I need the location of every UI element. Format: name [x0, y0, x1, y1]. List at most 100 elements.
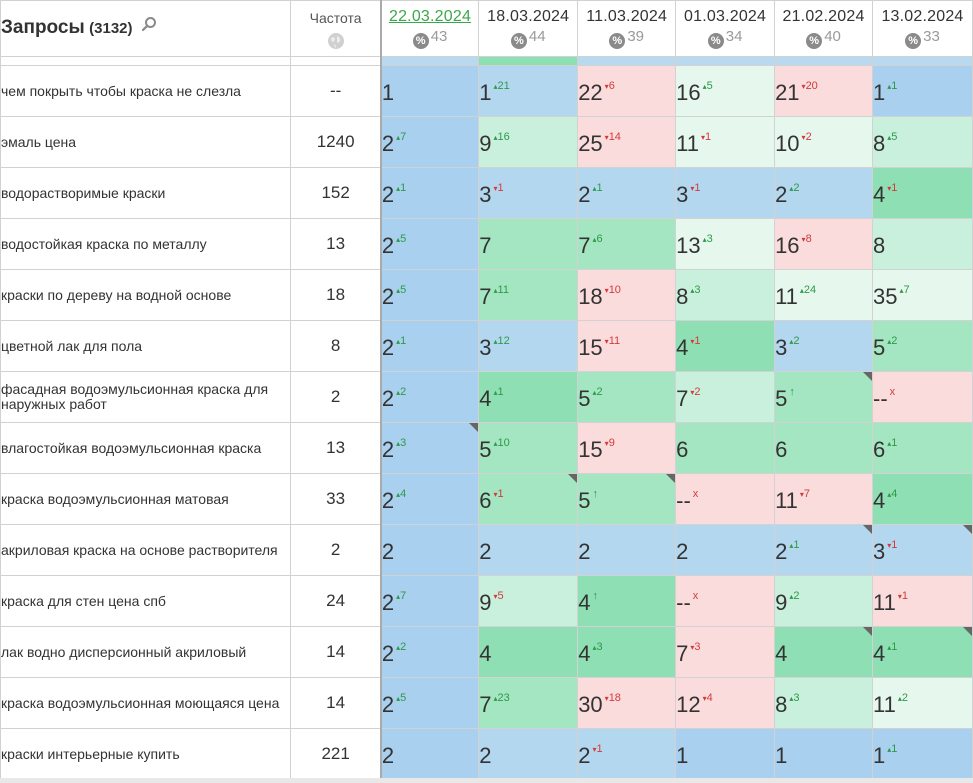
date-header-6[interactable]: 13.02.2024 % 33	[872, 0, 973, 57]
position-cell[interactable]: 8	[872, 218, 973, 270]
percent-icon[interactable]: %	[412, 33, 429, 49]
query-text[interactable]: краска для стен цена спб	[0, 575, 292, 627]
date-label[interactable]: 22.03.2024	[388, 8, 472, 25]
position-cell[interactable]: 30 ▾18	[577, 677, 677, 729]
position-cell[interactable]: 1 ▴21	[478, 65, 579, 117]
position-cell[interactable]: 4 ▾1	[872, 167, 973, 219]
percent-icon[interactable]: %	[510, 33, 527, 49]
position-cell[interactable]: 1	[675, 728, 776, 780]
position-cell[interactable]: 9 ▴2	[774, 575, 873, 627]
position-cell[interactable]: 2 ▴1	[379, 167, 480, 219]
position-cell[interactable]: 8 ▴5	[872, 116, 973, 168]
position-cell[interactable]: 10 ▾2	[774, 116, 873, 168]
position-cell[interactable]: 21 ▾20	[774, 65, 873, 117]
position-cell[interactable]: 2 ▴2	[379, 626, 480, 678]
position-cell[interactable]: 2 ▴5	[379, 218, 480, 270]
position-cell[interactable]: 4 ↑	[577, 575, 677, 627]
position-cell[interactable]: 1 ▴1	[872, 728, 973, 780]
position-cell[interactable]: 9 ▴16	[478, 116, 579, 168]
percent-icon[interactable]: %	[806, 33, 823, 49]
position-cell[interactable]: 13 ▴3	[675, 218, 776, 270]
position-cell[interactable]: 4 ▾1	[675, 320, 776, 372]
position-cell[interactable]: 9 ▾5	[478, 575, 579, 627]
position-cell[interactable]: 5 ▴2	[872, 320, 973, 372]
position-cell[interactable]: 2 ▴3	[379, 422, 480, 474]
position-cell[interactable]: 3 ▴12	[478, 320, 579, 372]
position-cell[interactable]: 2 ▴1	[379, 320, 480, 372]
note-corner-icon[interactable]	[963, 525, 972, 534]
percent-icon[interactable]: %	[609, 33, 626, 49]
query-text[interactable]: эмаль цена	[0, 116, 292, 168]
date-header-1[interactable]: 22.03.2024 % 43	[379, 0, 480, 57]
percent-icon[interactable]: %	[905, 33, 922, 49]
position-cell[interactable]: 2	[478, 524, 579, 576]
query-text[interactable]: водостойкая краска по металлу	[0, 218, 292, 270]
position-cell[interactable]: 11 ▾7	[774, 473, 873, 525]
note-corner-icon[interactable]	[863, 627, 872, 636]
query-text[interactable]: акриловая краска на основе растворителя	[0, 524, 292, 576]
date-label[interactable]: 21.02.2024	[782, 8, 865, 25]
queries-header[interactable]: Запросы (3132)	[0, 0, 292, 57]
position-cell[interactable]: 3 ▴2	[774, 320, 873, 372]
note-corner-icon[interactable]	[469, 423, 478, 432]
position-cell[interactable]: 7 ▴23	[478, 677, 579, 729]
globe-icon[interactable]	[327, 32, 345, 50]
note-corner-icon[interactable]	[963, 627, 972, 636]
query-text[interactable]: цветной лак для пола	[0, 320, 292, 372]
position-cell[interactable]: 2 ▴1	[577, 167, 677, 219]
position-cell[interactable]: 5 ↑	[774, 371, 873, 423]
date-header-3[interactable]: 11.03.2024 % 39	[577, 0, 677, 57]
position-cell[interactable]: 7 ▾3	[675, 626, 776, 678]
note-corner-icon[interactable]	[863, 525, 872, 534]
note-corner-icon[interactable]	[568, 474, 577, 483]
query-text[interactable]: влагостойкая водоэмульсионная краска	[0, 422, 292, 474]
position-cell[interactable]: 2 ▴7	[379, 575, 480, 627]
position-cell[interactable]: 5 ▴10	[478, 422, 579, 474]
position-cell[interactable]: 3 ▾1	[675, 167, 776, 219]
position-cell[interactable]: 22 ▾6	[577, 65, 677, 117]
position-cell[interactable]: 2	[379, 524, 480, 576]
position-cell[interactable]: 4 ▴3	[577, 626, 677, 678]
note-corner-icon[interactable]	[863, 372, 872, 381]
position-cell[interactable]: 4 ▴1	[478, 371, 579, 423]
position-cell[interactable]: 2	[577, 524, 677, 576]
date-header-5[interactable]: 21.02.2024 % 40	[774, 0, 873, 57]
position-cell[interactable]: 4 ▴4	[872, 473, 973, 525]
position-cell[interactable]: 1	[379, 65, 480, 117]
position-cell[interactable]: 11 ▾1	[675, 116, 776, 168]
position-cell[interactable]: 6	[675, 422, 776, 474]
date-label[interactable]: 01.03.2024	[684, 8, 767, 25]
position-cell[interactable]: 2 ▴5	[379, 677, 480, 729]
position-cell[interactable]: 2 ▴2	[774, 167, 873, 219]
position-cell[interactable]: 12 ▾4	[675, 677, 776, 729]
query-text[interactable]: краска водоэмульсионная моющаяся цена	[0, 677, 292, 729]
position-cell[interactable]: 5 ↑	[577, 473, 677, 525]
query-text[interactable]: фасадная водоэмульсионная краска для нар…	[0, 371, 292, 423]
position-cell[interactable]: 7 ▾2	[675, 371, 776, 423]
position-cell[interactable]: 16 ▾8	[774, 218, 873, 270]
query-text[interactable]: краска водоэмульсионная матовая	[0, 473, 292, 525]
position-cell[interactable]: 25 ▾14	[577, 116, 677, 168]
position-cell[interactable]: 18 ▾10	[577, 269, 677, 321]
position-cell[interactable]: 1	[774, 728, 873, 780]
position-cell[interactable]: 7 ▴11	[478, 269, 579, 321]
position-cell[interactable]: 6	[774, 422, 873, 474]
position-cell[interactable]: 15 ▾9	[577, 422, 677, 474]
query-text[interactable]: краски интерьерные купить	[0, 728, 292, 780]
position-cell[interactable]: 2 ▴1	[774, 524, 873, 576]
position-cell[interactable]: 2 ▴5	[379, 269, 480, 321]
date-header-2[interactable]: 18.03.2024 % 44	[478, 0, 579, 57]
position-cell[interactable]: 6 ▴1	[872, 422, 973, 474]
position-cell[interactable]: 7	[478, 218, 579, 270]
position-cell[interactable]: 2	[675, 524, 776, 576]
position-cell[interactable]: 35 ▴7	[872, 269, 973, 321]
search-icon[interactable]	[141, 16, 157, 37]
query-text[interactable]: краски по дереву на водной основе	[0, 269, 292, 321]
position-cell[interactable]: 3 ▾1	[872, 524, 973, 576]
position-cell[interactable]: 5 ▴2	[577, 371, 677, 423]
date-header-4[interactable]: 01.03.2024 % 34	[675, 0, 776, 57]
position-cell[interactable]: 15 ▾11	[577, 320, 677, 372]
position-cell[interactable]: 4	[478, 626, 579, 678]
position-cell[interactable]: 11 ▴24	[774, 269, 873, 321]
position-cell[interactable]: 7 ▴6	[577, 218, 677, 270]
